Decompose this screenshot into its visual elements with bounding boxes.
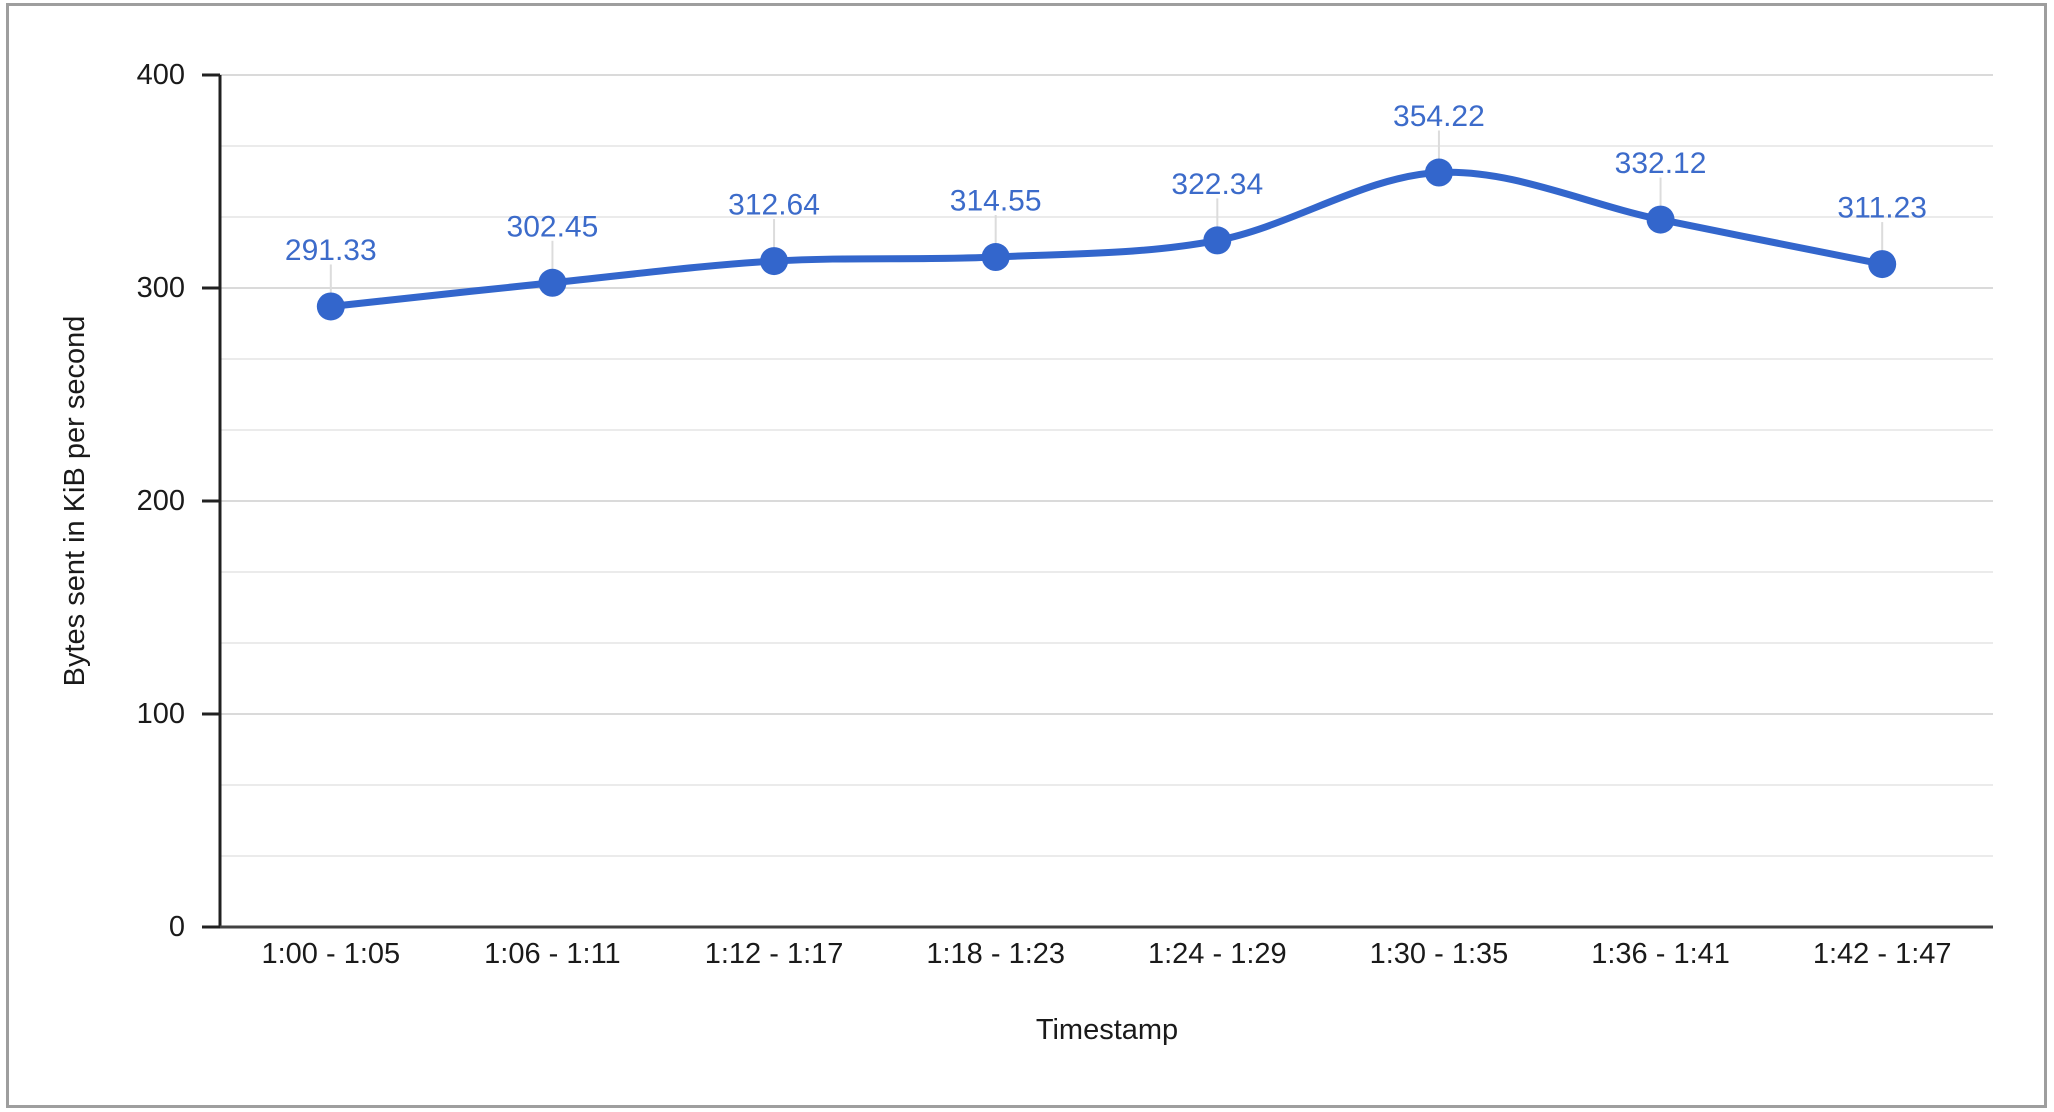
y-tick-label: 300 (137, 272, 185, 304)
x-tick-label: 1:24 - 1:29 (1148, 938, 1287, 970)
leader-lines (329, 130, 1884, 295)
markers (316, 158, 1897, 321)
x-tick-label: 1:06 - 1:11 (484, 938, 621, 970)
y-tick-label: 100 (137, 698, 185, 730)
x-tick-label: 1:42 - 1:47 (1813, 938, 1952, 970)
data-point-marker[interactable] (316, 292, 345, 321)
data-point-label: 354.22 (1393, 100, 1485, 133)
y-axis-title: Bytes sent in KiB per second (59, 316, 91, 687)
data-labels: 291.33 302.45 312.64 314.55 322.34 354.22 332.… (285, 100, 1927, 267)
y-tick-label: 0 (169, 911, 185, 943)
x-axis-title: Timestamp (1036, 1014, 1178, 1046)
gridlines (220, 74, 1993, 857)
axes (202, 73, 1993, 929)
data-point-label: 312.64 (728, 189, 820, 222)
data-point-label: 302.45 (507, 210, 599, 243)
data-point-marker[interactable] (538, 268, 567, 297)
x-tick-label: 1:12 - 1:17 (705, 938, 844, 970)
data-point-label: 322.34 (1171, 168, 1263, 201)
data-point-label: 311.23 (1837, 192, 1927, 225)
data-point-label: 314.55 (950, 185, 1042, 218)
y-tick-label: 200 (137, 485, 185, 517)
x-tick-labels: 1:00 - 1:05 1:06 - 1:11 1:12 - 1:17 1:18 - … (261, 938, 1951, 970)
data-point-marker[interactable] (981, 243, 1010, 272)
x-tick-label: 1:30 - 1:35 (1370, 938, 1509, 970)
data-point-marker[interactable] (1646, 205, 1675, 234)
data-point-marker[interactable] (1203, 226, 1232, 255)
data-point-marker[interactable] (1424, 158, 1453, 187)
x-tick-label: 1:00 - 1:05 (261, 938, 400, 970)
y-tick-labels: 0 100 200 300 400 (137, 59, 185, 943)
series-line (327, 168, 1886, 310)
y-tick-label: 400 (137, 59, 185, 91)
data-point-label: 291.33 (285, 234, 377, 267)
x-tick-label: 1:18 - 1:23 (926, 938, 1065, 970)
data-point-label: 332.12 (1615, 147, 1707, 180)
data-point-marker[interactable] (760, 247, 789, 276)
data-point-marker[interactable] (1868, 250, 1897, 279)
x-tick-label: 1:36 - 1:41 (1591, 938, 1730, 970)
